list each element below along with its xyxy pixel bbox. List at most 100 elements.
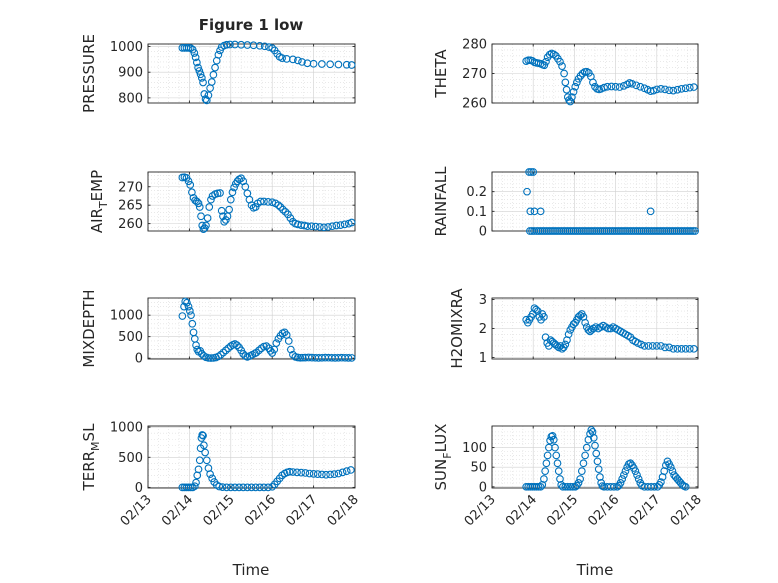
data-point — [340, 220, 349, 229]
data-point — [576, 475, 585, 483]
data-point — [632, 81, 641, 90]
data-point — [241, 182, 250, 191]
y-tick-label: 100 — [462, 441, 487, 456]
axes-box — [147, 171, 356, 232]
data-point — [204, 354, 213, 362]
y-tick-label: 0 — [479, 225, 487, 240]
panel-pressure: 800 900 1000 PRESSURE — [80, 34, 356, 113]
data-point — [646, 207, 655, 216]
panel-rainfall: 0 0.1 0.2 RAINFALL — [432, 166, 699, 240]
data-point — [652, 85, 661, 94]
data-point — [196, 70, 205, 79]
data-point — [561, 482, 570, 491]
data-point — [200, 441, 208, 450]
data-point — [190, 482, 199, 491]
data-point — [600, 83, 608, 92]
data-point — [552, 451, 561, 460]
data-point — [347, 466, 355, 474]
data-point — [188, 188, 196, 197]
data-point — [603, 82, 612, 91]
y-axis-label: AIRTEMP — [88, 170, 110, 233]
data-point — [691, 227, 699, 235]
data-point — [532, 305, 540, 314]
data-point — [616, 479, 625, 487]
data-point — [217, 350, 225, 359]
data-point — [548, 431, 557, 440]
data-point — [657, 342, 665, 350]
data-point — [207, 354, 215, 362]
data-point — [673, 344, 682, 353]
y-tick-label: 500 — [118, 451, 143, 466]
data-point — [221, 346, 230, 355]
data-point — [338, 468, 347, 477]
data-point — [650, 482, 659, 491]
data-point — [207, 195, 215, 204]
data-point — [328, 222, 337, 231]
y-tick-label: 0 — [135, 352, 143, 367]
data-point — [276, 203, 285, 211]
data-point — [194, 199, 203, 208]
data-point — [268, 44, 277, 52]
panel-air-temp: 260 265 270 AIRTEMP — [88, 170, 356, 233]
y-tick-label: 0 — [479, 480, 487, 495]
data-point — [523, 187, 531, 196]
data-point — [228, 188, 237, 197]
x-axis-label-right: Time — [576, 561, 614, 579]
data-point — [192, 478, 200, 487]
y-tick-label: 1 — [479, 351, 487, 366]
data-point — [289, 55, 297, 64]
data-point — [326, 60, 335, 69]
data-point — [309, 470, 318, 478]
data-point — [334, 469, 343, 478]
data-point — [640, 342, 649, 350]
y-axis-label: SUNFLUX — [432, 424, 454, 491]
data-point — [652, 342, 661, 350]
data-point — [618, 475, 627, 483]
data-point — [634, 475, 643, 483]
plot-area — [148, 44, 355, 103]
data-point — [284, 337, 293, 345]
y-axis-label: TERRMSL — [80, 423, 102, 492]
axes-box — [147, 43, 356, 104]
data-point — [307, 222, 316, 231]
data-point — [301, 469, 310, 477]
x-axis-label-left: Time — [232, 561, 270, 579]
data-point — [294, 353, 302, 362]
data-point — [281, 207, 290, 216]
data-point — [186, 483, 195, 492]
data-point — [220, 217, 229, 226]
data-point — [216, 189, 224, 197]
data-point — [219, 348, 228, 357]
y-tick-label: 265 — [118, 199, 143, 214]
data-point — [615, 83, 624, 91]
data-point — [551, 443, 559, 452]
data-point — [185, 307, 194, 315]
panel-theta: 260 270 280 THETA — [432, 38, 699, 112]
data-point — [542, 459, 551, 468]
data-point — [661, 85, 669, 94]
data-point — [665, 343, 674, 352]
data-point — [264, 198, 272, 206]
data-point — [334, 60, 343, 69]
data-point — [293, 468, 301, 477]
plot-area — [492, 172, 698, 231]
data-point — [553, 459, 562, 468]
data-point — [296, 353, 305, 362]
data-point — [255, 483, 264, 492]
data-point — [628, 79, 636, 88]
data-point — [591, 441, 599, 450]
data-point — [192, 341, 200, 350]
data-point — [534, 482, 543, 491]
data-point — [540, 475, 548, 483]
data-point — [274, 201, 283, 210]
data-point — [305, 469, 314, 478]
y-axis-label: PRESSURE — [80, 34, 98, 113]
data-point — [255, 346, 263, 355]
y-axis-label: H2OMIXRA — [448, 288, 466, 369]
y-tick-label: 500 — [118, 330, 143, 345]
data-point — [546, 436, 554, 445]
y-axis-label: RAINFALL — [432, 166, 450, 237]
data-point — [677, 344, 686, 353]
data-point — [579, 459, 588, 468]
y-tick-label: 2 — [479, 322, 487, 337]
